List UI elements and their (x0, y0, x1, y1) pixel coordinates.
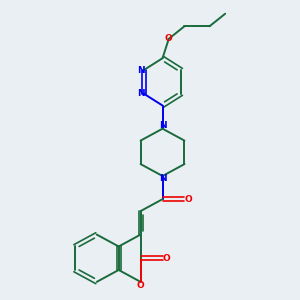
Text: O: O (137, 281, 145, 290)
Text: O: O (184, 195, 192, 204)
Text: N: N (159, 174, 166, 183)
Text: O: O (165, 34, 173, 43)
Text: N: N (137, 89, 145, 98)
Text: N: N (159, 122, 166, 130)
Text: O: O (162, 254, 170, 263)
Text: N: N (137, 66, 145, 75)
